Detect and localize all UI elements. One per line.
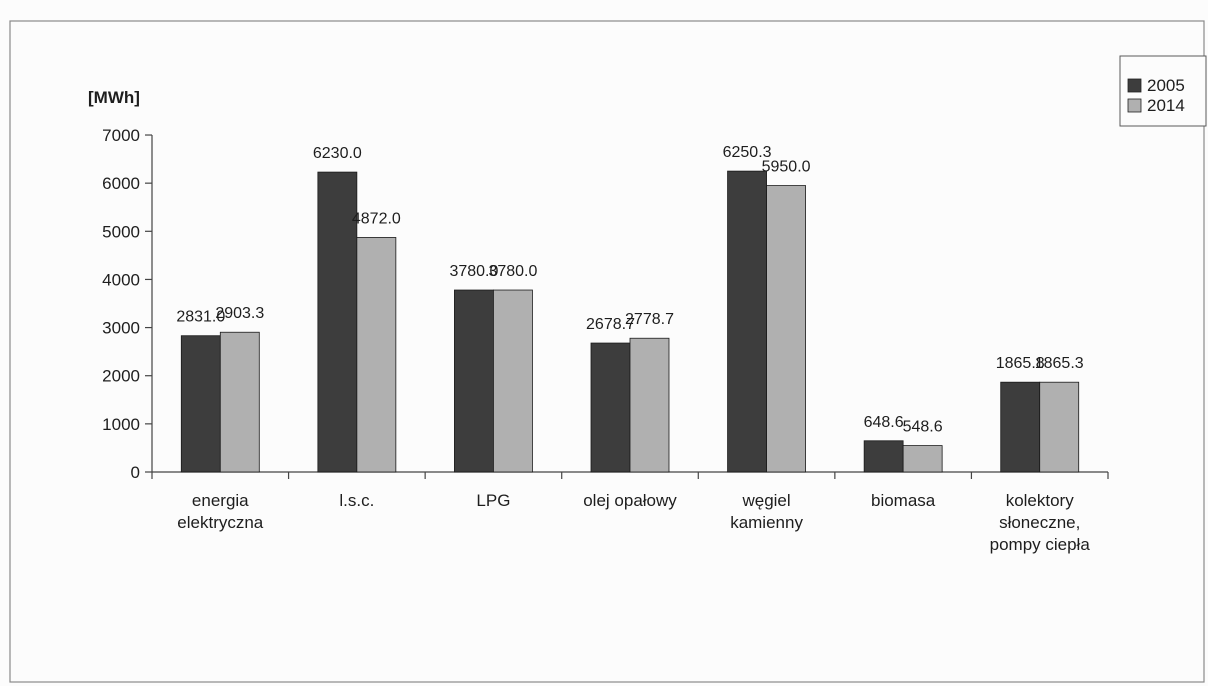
category-label: l.s.c. [339, 491, 374, 510]
legend-swatch-2005 [1127, 78, 1142, 93]
legend: 2005 2014 [1119, 55, 1207, 127]
bar-2014 [219, 331, 260, 473]
data-label-2014: 1865.3 [1035, 355, 1084, 372]
bar-2005 [727, 170, 767, 473]
data-label-2005: 6230.0 [313, 145, 362, 162]
bar-2014 [356, 237, 397, 473]
plot-area: 0 1000 2000 3000 4000 5000 6000 7000 2831.02903.… [102, 126, 1109, 554]
data-label-2005: 648.6 [864, 414, 904, 431]
bar-2005 [590, 342, 631, 473]
data-label-2005: 2831.0 [176, 309, 225, 326]
data-label-2014: 548.6 [903, 419, 943, 436]
bar-2005 [317, 171, 358, 473]
y-tick-label: 4000 [102, 270, 140, 289]
legend-label-2005: 2005 [1147, 76, 1185, 95]
bar-2014 [629, 337, 670, 473]
data-label-2005: 2678.7 [586, 316, 635, 333]
y-tick-label: 5000 [102, 222, 140, 241]
y-tick-label: 7000 [102, 126, 140, 145]
bar-2005 [1000, 381, 1041, 473]
y-tick-label: 2000 [102, 367, 140, 386]
legend-swatch-2014 [1127, 98, 1142, 113]
bar-2005 [180, 335, 221, 473]
category-label: elektryczna [177, 513, 264, 532]
y-tick-label: 6000 [102, 174, 140, 193]
category-label: pompy ciepła [990, 535, 1091, 554]
category-label: słoneczne, [999, 513, 1080, 532]
bar-2005 [454, 289, 494, 473]
category-label: biomasa [871, 491, 936, 510]
category-label: węgiel [741, 491, 790, 510]
bar-2014 [493, 289, 533, 473]
y-tick-label: 3000 [102, 319, 140, 338]
category-label: kolektory [1006, 491, 1075, 510]
bar-2005 [863, 440, 904, 473]
y-tick-label: 1000 [102, 415, 140, 434]
y-axis-unit-label: [MWh] [88, 88, 140, 107]
data-label-2014: 2903.3 [215, 305, 264, 322]
data-label-2014: 4872.0 [352, 210, 401, 227]
data-label-2014: 5950.0 [762, 159, 811, 176]
bar-2014 [766, 185, 806, 473]
category-label: olej opałowy [583, 491, 677, 510]
y-tick-label: 0 [131, 463, 140, 482]
category-label: LPG [476, 491, 510, 510]
category-label: energia [192, 491, 249, 510]
data-label-2014: 2778.7 [625, 311, 674, 328]
legend-label-2014: 2014 [1147, 96, 1185, 115]
bar-2014 [902, 445, 943, 473]
data-label-2014: 3780.0 [488, 263, 537, 280]
data-label-2005: 1865.8 [996, 355, 1045, 372]
data-label-2005: 3780.0 [449, 263, 498, 280]
bar-2014 [1039, 381, 1080, 473]
category-label: kamienny [730, 513, 803, 532]
data-label-2005: 6250.3 [723, 144, 772, 161]
